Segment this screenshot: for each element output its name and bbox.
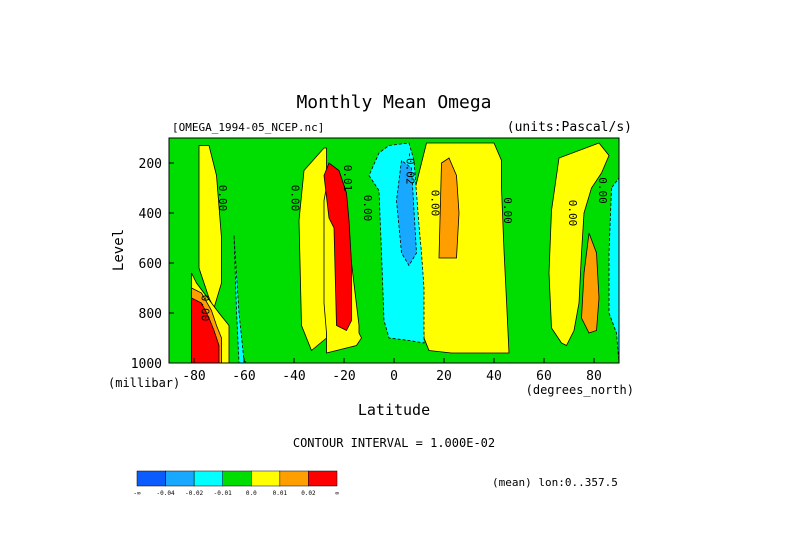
x-axis: -80 -60 -40 -20 0 20 40 60 80: [182, 358, 602, 384]
colorbar-swatch-4: [251, 470, 281, 487]
contour-label-8: 0.00: [596, 177, 609, 204]
contour-region-14: [191, 297, 220, 363]
contour-region-5: [548, 142, 610, 347]
colorbar-swatch-3: [222, 470, 252, 487]
colorbar-swatch-1: [165, 470, 195, 487]
contour-label-4: -0.02: [404, 151, 417, 184]
y-tick-label-600: 600: [139, 257, 162, 272]
x-axis-label: Latitude: [358, 401, 430, 419]
contour-label-7: 0.00: [566, 200, 579, 227]
y-axis-units: (millibar): [108, 376, 180, 390]
file-label: [OMEGA_1994-05_NCEP.nc]: [172, 121, 324, 134]
y-tick-label-1000: 1000: [131, 357, 162, 372]
y-tick-label-800: 800: [139, 307, 162, 322]
contour-region-10: [608, 177, 619, 363]
y-axis-label: Level: [111, 229, 127, 271]
contour-region-9: [233, 235, 248, 363]
colorbar-label-5: 0.01: [273, 490, 288, 497]
contour-label-9: 0.00: [199, 295, 212, 322]
x-tick-label--20: -20: [332, 369, 355, 384]
x-tick-label--60: -60: [232, 369, 255, 384]
colorbar-label-3: -0.01: [214, 490, 232, 497]
colorbar-label-4: 0.0: [246, 490, 257, 497]
y-axis: 200 400 600 800 1000: [131, 157, 174, 372]
contour-label-0: 0.00: [216, 185, 229, 212]
x-tick-label-60: 60: [536, 369, 552, 384]
x-axis-units: (degrees_north): [526, 383, 634, 397]
contour-label-2: 0.01: [341, 165, 354, 192]
x-tick-label-0: 0: [390, 369, 398, 384]
colorbar-label-0: -∞: [133, 490, 141, 497]
contour-label-1: 0.00: [289, 185, 302, 212]
units-label: (units:Pascal/s): [507, 120, 632, 135]
colorbar-swatch-6: [308, 470, 338, 487]
contour-interval-text: CONTOUR INTERVAL = 1.000E-02: [293, 436, 495, 450]
contour-label-6: 0.00: [501, 197, 514, 224]
x-tick-label--80: -80: [182, 369, 205, 384]
contour-label-5: 0.00: [429, 190, 442, 217]
colorbar-swatch-2: [193, 470, 223, 487]
contour-fill-regions: [191, 142, 619, 363]
contour-region-4: [438, 157, 460, 259]
x-tick-label-40: 40: [486, 369, 502, 384]
contour-region-6: [581, 232, 600, 334]
contour-region-3: [413, 142, 510, 354]
contour-region-0: [298, 147, 327, 352]
colorbar-label-1: -0.04: [157, 490, 175, 497]
colorbar: -∞ -0.04 -0.02 -0.01 0.0 0.01 0.02 ∞: [133, 470, 339, 497]
colorbar-swatch-5: [279, 470, 309, 487]
x-tick-label--40: -40: [282, 369, 305, 384]
contour-region-1: [198, 145, 222, 310]
contour-label-3: 0.00: [361, 195, 374, 222]
chart-title: Monthly Mean Omega: [296, 92, 491, 113]
y-tick-label-400: 400: [139, 207, 162, 222]
y-tick-label-200: 200: [139, 157, 162, 172]
contour-region-11: [323, 162, 352, 332]
colorbar-label-6: 0.02: [301, 490, 316, 497]
colorbar-swatch-0: [136, 470, 166, 487]
colorbar-label-2: -0.02: [185, 490, 203, 497]
contour-region-8: [396, 159, 417, 267]
colorbar-label-7: ∞: [335, 490, 339, 497]
contour-labels: 0.00 0.00 0.01 0.00 -0.02 0.00 0.00 0.00 0.00 0.0…: [199, 151, 610, 321]
x-tick-label-20: 20: [436, 369, 452, 384]
footnote: (mean) lon:0..357.5: [492, 476, 618, 489]
x-tick-label-80: 80: [586, 369, 602, 384]
